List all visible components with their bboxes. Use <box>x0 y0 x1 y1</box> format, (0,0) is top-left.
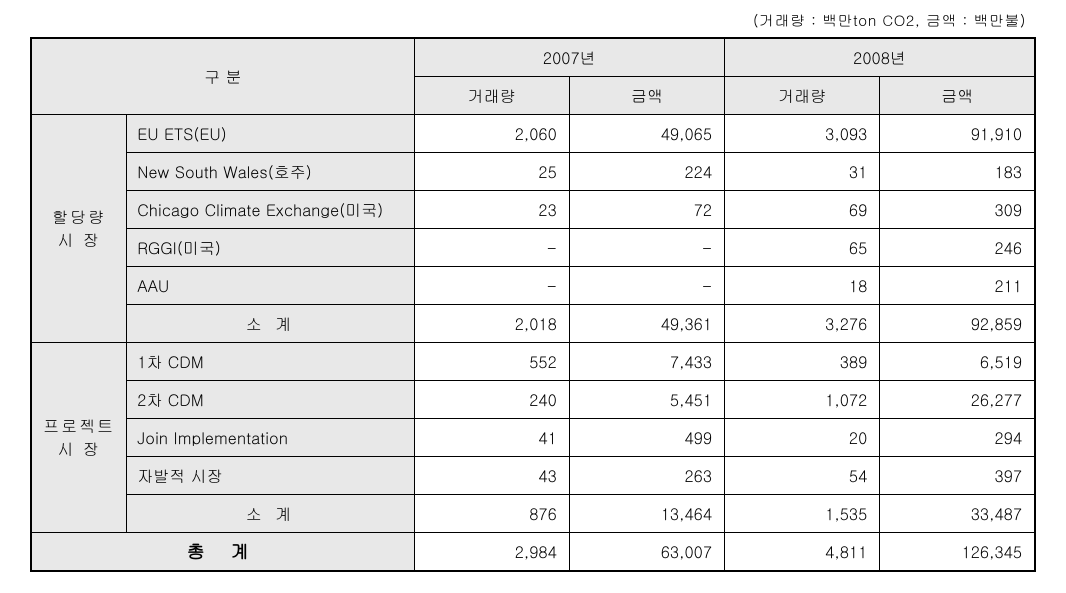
cell-value: 31 <box>725 152 880 190</box>
cell-value: 294 <box>880 418 1035 456</box>
unit-label: (거래량 : 백만ton CO2, 금액 : 백만불) <box>30 10 1036 31</box>
cell-value: 309 <box>880 190 1035 228</box>
cell-value: 3,276 <box>725 304 880 342</box>
total-row: 총 계 2,984 63,007 4,811 126,345 <box>31 532 1035 571</box>
cell-value: 263 <box>569 456 724 494</box>
cell-value: 211 <box>880 266 1035 304</box>
header-volume-2007: 거래량 <box>414 76 569 114</box>
header-amount-2008: 금액 <box>880 76 1035 114</box>
cell-value: 126,345 <box>880 532 1035 571</box>
cell-value: 2,060 <box>414 114 569 152</box>
item-label: New South Wales(호주) <box>127 152 414 190</box>
cell-value: - <box>414 228 569 266</box>
item-label: EU ETS(EU) <box>127 114 414 152</box>
table-row: New South Wales(호주) 25 224 31 183 <box>31 152 1035 190</box>
table-row: 프로젝트 시 장 1차 CDM 552 7,433 389 6,519 <box>31 342 1035 380</box>
header-category: 구 분 <box>31 38 414 114</box>
cell-value: 224 <box>569 152 724 190</box>
table-row: RGGI(미국) - - 65 246 <box>31 228 1035 266</box>
table-row: 2차 CDM 240 5,451 1,072 26,277 <box>31 380 1035 418</box>
cell-value: 499 <box>569 418 724 456</box>
cell-value: 69 <box>725 190 880 228</box>
table-row: 자발적 시장 43 263 54 397 <box>31 456 1035 494</box>
cell-value: 4,811 <box>725 532 880 571</box>
cell-value: 240 <box>414 380 569 418</box>
cell-value: 3,093 <box>725 114 880 152</box>
table-row: Chicago Climate Exchange(미국) 23 72 69 30… <box>31 190 1035 228</box>
cell-value: 1,535 <box>725 494 880 532</box>
cell-value: 63,007 <box>569 532 724 571</box>
data-table: 구 분 2007년 2008년 거래량 금액 거래량 금액 할당량 시 장 EU… <box>30 37 1036 572</box>
cell-value: 92,859 <box>880 304 1035 342</box>
cell-value: 246 <box>880 228 1035 266</box>
cell-value: - <box>569 228 724 266</box>
header-volume-2008: 거래량 <box>725 76 880 114</box>
item-label: AAU <box>127 266 414 304</box>
cell-value: 91,910 <box>880 114 1035 152</box>
cell-value: 72 <box>569 190 724 228</box>
cell-value: 5,451 <box>569 380 724 418</box>
cell-value: 54 <box>725 456 880 494</box>
cell-value: 397 <box>880 456 1035 494</box>
cell-value: 2,984 <box>414 532 569 571</box>
total-label: 총 계 <box>31 532 414 571</box>
group-label-allocation: 할당량 시 장 <box>31 114 127 342</box>
header-year-2008: 2008년 <box>725 38 1035 76</box>
cell-value: 183 <box>880 152 1035 190</box>
subtotal-row: 소 계 876 13,464 1,535 33,487 <box>31 494 1035 532</box>
table-row: Join Implementation 41 499 20 294 <box>31 418 1035 456</box>
item-label: 2차 CDM <box>127 380 414 418</box>
subtotal-label: 소 계 <box>127 304 414 342</box>
cell-value: 1,072 <box>725 380 880 418</box>
cell-value: - <box>414 266 569 304</box>
cell-value: 49,361 <box>569 304 724 342</box>
cell-value: 49,065 <box>569 114 724 152</box>
item-label: 1차 CDM <box>127 342 414 380</box>
header-year-2007: 2007년 <box>414 38 724 76</box>
cell-value: - <box>569 266 724 304</box>
subtotal-label: 소 계 <box>127 494 414 532</box>
cell-value: 43 <box>414 456 569 494</box>
cell-value: 23 <box>414 190 569 228</box>
item-label: RGGI(미국) <box>127 228 414 266</box>
subtotal-row: 소 계 2,018 49,361 3,276 92,859 <box>31 304 1035 342</box>
cell-value: 6,519 <box>880 342 1035 380</box>
cell-value: 20 <box>725 418 880 456</box>
cell-value: 552 <box>414 342 569 380</box>
cell-value: 65 <box>725 228 880 266</box>
table-row: AAU - - 18 211 <box>31 266 1035 304</box>
item-label: Chicago Climate Exchange(미국) <box>127 190 414 228</box>
cell-value: 2,018 <box>414 304 569 342</box>
item-label: 자발적 시장 <box>127 456 414 494</box>
table-row: 할당량 시 장 EU ETS(EU) 2,060 49,065 3,093 91… <box>31 114 1035 152</box>
cell-value: 876 <box>414 494 569 532</box>
header-amount-2007: 금액 <box>569 76 724 114</box>
cell-value: 26,277 <box>880 380 1035 418</box>
cell-value: 7,433 <box>569 342 724 380</box>
group-label-project: 프로젝트 시 장 <box>31 342 127 532</box>
cell-value: 41 <box>414 418 569 456</box>
cell-value: 33,487 <box>880 494 1035 532</box>
item-label: Join Implementation <box>127 418 414 456</box>
cell-value: 389 <box>725 342 880 380</box>
cell-value: 18 <box>725 266 880 304</box>
cell-value: 13,464 <box>569 494 724 532</box>
cell-value: 25 <box>414 152 569 190</box>
